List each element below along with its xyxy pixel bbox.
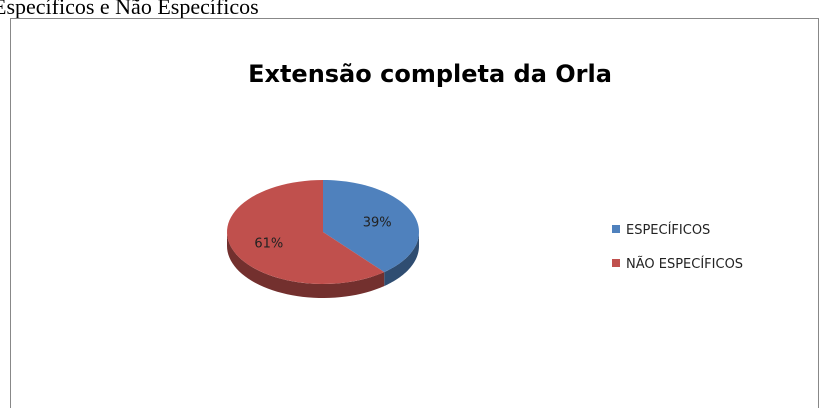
legend-label: NÃO ESPECÍFICOS: [626, 256, 743, 272]
chart-border: [10, 18, 819, 408]
slice: [227, 180, 385, 284]
document-text: Específicos e Não Específicos: [0, 0, 259, 19]
slice: [323, 180, 419, 273]
slice-side: [227, 232, 385, 298]
legend-label: ESPECÍFICOS: [626, 222, 710, 238]
legend-swatch: [612, 259, 620, 267]
legend-swatch: [612, 225, 620, 233]
data-label: 61%: [254, 237, 283, 252]
slice-side: [384, 232, 419, 287]
data-label: 39%: [363, 215, 392, 230]
chart-title: Extensão completa da Orla: [248, 60, 612, 88]
